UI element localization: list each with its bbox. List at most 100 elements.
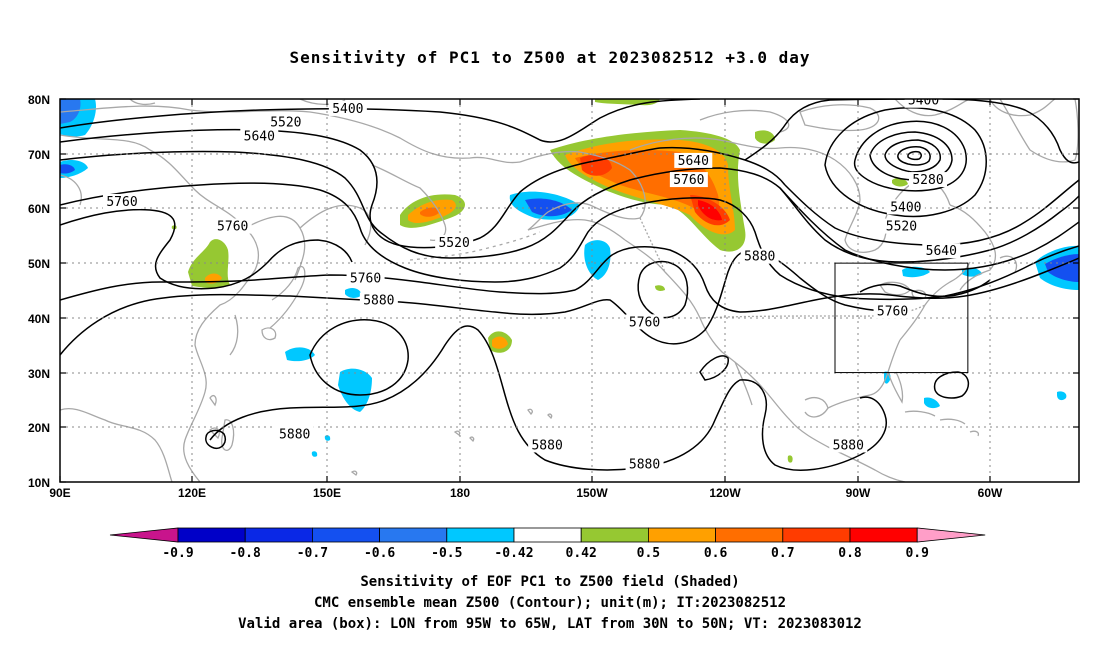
contour-label-bg xyxy=(873,303,912,319)
contour-5880-south xyxy=(209,325,887,471)
lat-tick-label: 70N xyxy=(28,148,50,162)
colorbar xyxy=(109,527,986,543)
colorbar-low-triangle xyxy=(109,527,179,543)
contour-label: 5520 xyxy=(886,220,917,235)
shade-dateline-orange xyxy=(492,336,508,349)
contour-label: 5640 xyxy=(926,244,957,259)
contour-5880 xyxy=(60,249,906,356)
shade-eus-lightblue4 xyxy=(924,397,940,409)
colorbar-high-triangle xyxy=(916,527,986,543)
contour-label-bg xyxy=(674,152,713,168)
contour-5280 xyxy=(853,120,967,192)
contour-5880-high xyxy=(309,319,409,396)
contour-label: 5400 xyxy=(332,102,363,117)
contour-label-bg xyxy=(240,128,279,144)
shade-wpac-lightblue3 xyxy=(345,287,362,298)
contour-label-bg xyxy=(909,172,947,188)
shade-wpac-lightblue2 xyxy=(285,347,315,362)
lon-tick-label: 120E xyxy=(178,486,206,500)
figure-caption: Sensitivity of EOF PC1 to Z500 field (Sh… xyxy=(0,572,1100,635)
lon-tick-label: 180 xyxy=(450,486,470,500)
contour-label-bg xyxy=(625,456,664,472)
lon-tick-label: 60W xyxy=(978,486,1003,500)
colorbar-bin xyxy=(580,527,649,543)
contour-label: 5880 xyxy=(363,293,394,308)
contour-ring4 xyxy=(907,150,922,161)
colorbar-bin xyxy=(379,527,448,543)
contour-label-bg xyxy=(359,292,398,308)
contour-ring2 xyxy=(884,139,941,173)
shade-npac-lightblue xyxy=(584,240,611,280)
contour-5760-north xyxy=(60,182,1079,301)
shade-beaufort-red1 xyxy=(580,155,612,176)
contour-label: 5400 xyxy=(890,200,921,215)
contour-label: 5520 xyxy=(438,236,469,251)
colorbar-tick-label: 0.7 xyxy=(771,546,794,561)
contour-label-bg xyxy=(346,270,385,286)
colorbar-tick-label: 0.42 xyxy=(566,546,597,561)
lat-tick-label: 60N xyxy=(28,202,50,216)
colorbar-bin xyxy=(513,527,582,543)
caption-line-2: CMC ensemble mean Z500 (Contour); unit(m… xyxy=(313,595,786,611)
contour-5760-low xyxy=(637,260,689,319)
colorbar-bin xyxy=(715,527,784,543)
shade-eus-lightblue2 xyxy=(962,267,982,277)
colorbar-bin xyxy=(244,527,313,543)
sensitivity-map: 5400552056405760576055205760588056405760… xyxy=(28,93,1080,561)
colorbar-tick-label: -0.9 xyxy=(162,546,193,561)
colorbar-bin xyxy=(311,527,380,543)
caption-line-3: Valid area (box): LON from 95W to 65W, L… xyxy=(238,616,862,632)
lat-tick-label: 20N xyxy=(28,421,50,435)
contour-5760-west xyxy=(60,208,353,290)
lon-tick-label: 150E xyxy=(313,486,341,500)
shade-wpac-lightblue1 xyxy=(338,368,372,412)
contour-label-bg xyxy=(103,193,141,209)
contour-5880-baja xyxy=(699,355,729,381)
contour-label: 5880 xyxy=(833,438,864,453)
contour-label-bg xyxy=(922,243,961,259)
plot-frame xyxy=(59,98,1080,483)
caption-line-1: Sensitivity of EOF PC1 to Z500 field (Sh… xyxy=(360,574,740,590)
contour-label: 5400 xyxy=(908,94,939,109)
lon-tick-label: 90E xyxy=(49,486,70,500)
lon-tick-label: 90W xyxy=(846,486,871,500)
colorbar-bin xyxy=(648,527,717,543)
valid-area-box xyxy=(834,262,969,374)
contour-label-bg xyxy=(669,172,708,188)
lat-tick-label: 10N xyxy=(28,476,50,490)
contour-label: 5760 xyxy=(629,315,660,330)
lon-tick-label: 150W xyxy=(576,486,608,500)
colorbar-bin xyxy=(446,527,515,543)
contour-label: 5760 xyxy=(217,220,248,235)
shade-beaufort-red3 xyxy=(698,200,722,221)
contour-ring3 xyxy=(897,146,931,166)
shade-bering-dark xyxy=(420,207,440,217)
shade-gulf-green xyxy=(787,455,793,463)
colorbar-bin xyxy=(849,527,918,543)
contour-label: 5640 xyxy=(244,129,275,144)
contour-label: 5520 xyxy=(270,116,301,131)
contour-label-bg xyxy=(829,437,868,453)
shade-wpac-lightblue5 xyxy=(324,435,331,441)
lat-tick-label: 40N xyxy=(28,312,50,326)
colorbar-tick-label: -0.7 xyxy=(297,546,328,561)
contour-label-bg xyxy=(886,199,925,215)
colorbar-tick-label: -0.42 xyxy=(494,546,533,561)
contour-label: 5640 xyxy=(678,154,709,169)
figure-title: Sensitivity of PC1 to Z500 at 2023082512… xyxy=(289,48,811,67)
contour-5760-main xyxy=(60,245,1079,313)
longitude-labels: 90E 120E 150E 180 150W 120W 90W 60W xyxy=(49,486,1003,500)
colorbar-tick-label: -0.8 xyxy=(230,546,261,561)
colorbar-bin xyxy=(177,527,246,543)
contour-5640-east xyxy=(779,187,1079,271)
colorbar-tick-label: -0.6 xyxy=(364,546,395,561)
lat-tick-label: 50N xyxy=(28,257,50,271)
colorbar-tick-label: 0.6 xyxy=(704,546,728,561)
shade-eus-lightblue5 xyxy=(1057,391,1067,401)
contour-label: 5880 xyxy=(744,250,775,265)
contour-label-bg xyxy=(328,100,367,116)
colorbar-tick-label: 0.8 xyxy=(838,546,862,561)
shade-hudson-green xyxy=(892,177,908,187)
latitude-labels: 80N 70N 60N 50N 40N 30N 20N 10N xyxy=(28,93,50,490)
shade-left-blue xyxy=(60,164,75,174)
